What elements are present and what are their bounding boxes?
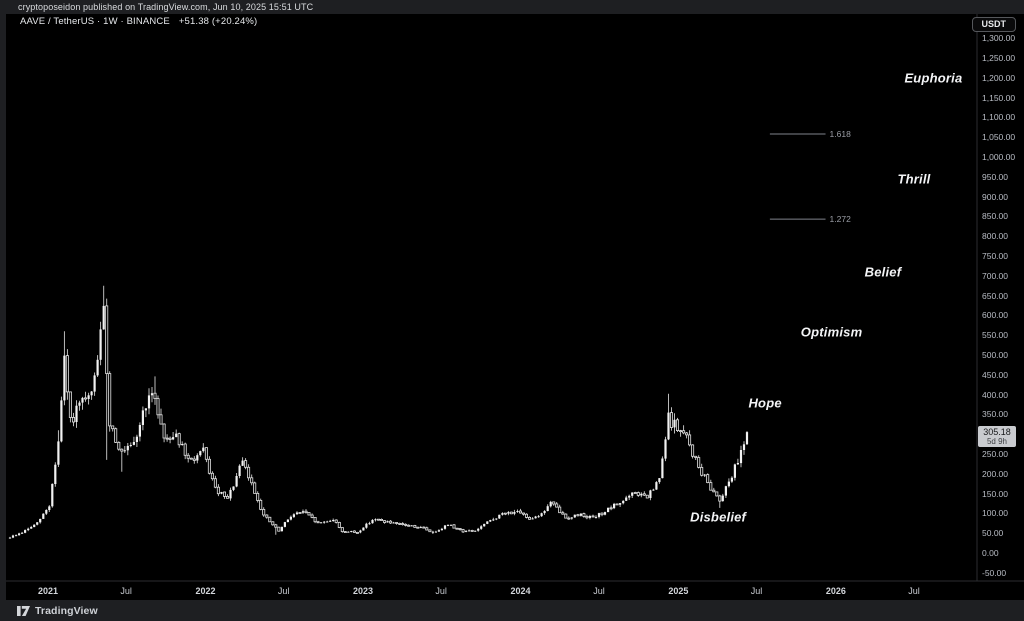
price-tick-label: 350.00	[982, 409, 1008, 420]
time-tick-label: 2025	[668, 586, 689, 596]
price-tick-label: 1,050.00	[982, 132, 1016, 143]
fib-extension-lines[interactable]	[769, 133, 826, 220]
time-tick-label: Jul	[435, 586, 447, 596]
annotation-thrill[interactable]: Thrill	[897, 171, 931, 187]
symbol-change: +51.38 (+20.24%)	[178, 16, 258, 27]
currency-toggle-button[interactable]: USDT	[971, 17, 1016, 32]
price-tick-label: 200.00	[982, 468, 1008, 479]
price-tick-label: 550.00	[982, 330, 1008, 341]
time-tick-label: Jul	[750, 586, 763, 596]
time-tick-label: 2022	[195, 586, 216, 596]
candle-wicks	[9, 285, 748, 539]
price-tick-label: 700.00	[982, 270, 1008, 281]
axis-separators	[6, 14, 1024, 582]
chart-widget[interactable]	[6, 14, 1024, 600]
price-tick-label: 850.00	[982, 211, 1008, 222]
time-tick-label: 2023	[352, 586, 373, 596]
price-tick-label: 1,250.00	[982, 53, 1016, 63]
price-tick-label: 100.00	[982, 508, 1008, 519]
annotation-disbelief[interactable]: Disbelief	[690, 509, 747, 525]
time-tick-label: 2024	[510, 586, 531, 596]
publish-info-bar: cryptoposeidon published on TradingView.…	[0, 0, 1024, 14]
price-tick-label: 650.00	[982, 290, 1008, 301]
current-price-value: 305.18	[983, 426, 1011, 437]
up-candle-bodies	[8, 305, 749, 539]
price-tick-label: 0.00	[982, 548, 999, 558]
price-tick-label: 450.00	[982, 369, 1008, 380]
time-tick-label: Jul	[908, 586, 920, 596]
publish-info-text: cryptoposeidon published on TradingView.…	[18, 2, 314, 12]
price-tick-label: 1,200.00	[982, 72, 1016, 83]
annotation-euphoria[interactable]: Euphoria	[904, 70, 963, 86]
time-tick-label: Jul	[277, 586, 290, 596]
price-tick-label: 600.00	[982, 310, 1008, 321]
current-price-badge: 305.18 5d 9h	[978, 425, 1016, 447]
time-tick-label: 2021	[37, 586, 59, 596]
price-tick-label: 1,000.00	[982, 152, 1016, 162]
time-tick-label: 2026	[825, 586, 846, 596]
symbol-title[interactable]: AAVE / TetherUS · 1W · BINANCE +51.38 (+2…	[20, 16, 257, 27]
fib-label-1272[interactable]: 1.272	[829, 213, 851, 224]
price-tick-label: 1,100.00	[982, 112, 1016, 123]
price-tick-label: 950.00	[982, 171, 1008, 182]
annotation-optimism[interactable]: Optimism	[800, 324, 863, 340]
price-tick-label: 1,150.00	[982, 92, 1016, 103]
tradingview-logo-icon[interactable]	[17, 605, 30, 616]
price-tick-label: 50.00	[982, 528, 1004, 539]
price-tick-label: 500.00	[982, 350, 1008, 360]
time-tick-label: Jul	[593, 586, 605, 596]
price-tick-label: 250.00	[982, 449, 1008, 459]
footer-bar: TradingView	[0, 600, 1024, 621]
symbol-name: AAVE / TetherUS · 1W · BINANCE	[20, 16, 170, 27]
down-candle-bodies	[65, 305, 722, 534]
candlestick-series[interactable]	[8, 285, 749, 539]
price-tick-label: 800.00	[982, 231, 1008, 242]
price-tick-label: 1,300.00	[982, 33, 1016, 44]
time-tick-label: Jul	[120, 586, 132, 596]
annotation-belief[interactable]: Belief	[864, 264, 902, 280]
price-tick-label: -50.00	[982, 567, 1007, 578]
bar-countdown: 5d 9h	[986, 436, 1008, 446]
fib-label-1618[interactable]: 1.618	[829, 128, 851, 139]
price-tick-label: 750.00	[982, 251, 1008, 261]
annotation-hope[interactable]: Hope	[748, 395, 782, 411]
tradingview-brand-link[interactable]: TradingView	[35, 604, 98, 617]
price-tick-label: 900.00	[982, 191, 1008, 202]
price-tick-label: 150.00	[982, 488, 1008, 499]
price-tick-label: 400.00	[982, 389, 1008, 400]
